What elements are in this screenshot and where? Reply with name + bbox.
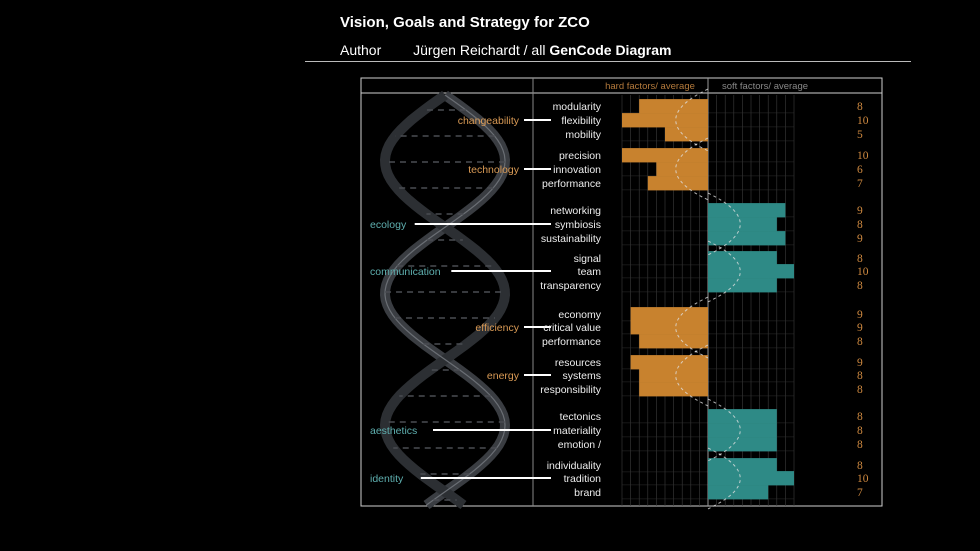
factor-score: 10	[857, 115, 869, 127]
group-label-technology: technology	[468, 164, 520, 176]
page-title: Vision, Goals and Strategy for ZCO	[340, 14, 590, 31]
factor-score: 8	[857, 384, 863, 396]
factor-label: precision	[559, 150, 601, 162]
factor-label: systems	[562, 370, 601, 382]
header-divider	[305, 61, 911, 62]
helix-strand-a-edge	[384, 94, 506, 506]
factor-label: performance	[542, 336, 601, 348]
factor-score: 9	[857, 357, 863, 369]
factor-label: team	[578, 266, 602, 278]
factor-label: sustainability	[541, 233, 602, 245]
score-bar	[630, 307, 708, 322]
factor-score: 8	[857, 460, 863, 472]
factor-score: 10	[857, 150, 869, 162]
factor-label: tectonics	[560, 411, 601, 423]
factor-score: 8	[857, 370, 863, 382]
score-bar	[639, 382, 708, 397]
score-bar	[656, 162, 708, 177]
factor-label: economy	[558, 309, 601, 321]
score-bar	[708, 409, 777, 424]
factor-label: critical value	[543, 322, 601, 334]
score-bar	[708, 203, 786, 218]
factor-label: responsibility	[540, 384, 601, 396]
group-label-communication: communication	[370, 266, 441, 278]
factor-label: brand	[574, 487, 601, 499]
score-bar	[708, 251, 777, 266]
average-curve	[707, 240, 741, 303]
factor-score: 9	[857, 233, 863, 245]
group-label-changeability: changeability	[458, 115, 520, 127]
group-label-ecology: ecology	[370, 219, 407, 231]
factor-label: materiality	[553, 425, 602, 437]
factor-label: transparency	[540, 280, 601, 292]
score-bar	[708, 217, 777, 232]
factor-score: 8	[857, 219, 863, 231]
score-bar	[708, 231, 786, 246]
factor-score: 10	[857, 473, 869, 485]
helix-strand-b	[379, 90, 511, 510]
score-bar	[639, 368, 708, 383]
score-bar	[708, 458, 777, 473]
factor-label: signal	[574, 253, 601, 265]
score-bar	[639, 99, 708, 114]
average-curve	[707, 192, 741, 256]
average-curve	[675, 344, 709, 407]
score-bar	[647, 176, 708, 191]
group-label-aesthetics: aesthetics	[370, 425, 417, 437]
score-bar	[708, 423, 777, 438]
factor-label: mobility	[565, 129, 601, 141]
score-bar	[639, 334, 708, 349]
factor-score: 7	[857, 178, 863, 190]
factor-label: tradition	[564, 473, 602, 485]
score-bar	[708, 264, 794, 279]
group-label-energy: energy	[487, 370, 520, 382]
factor-score: 6	[857, 164, 863, 176]
diagram-name: GenCode Diagram	[549, 42, 672, 58]
average-curve	[707, 447, 741, 510]
helix-strand-a	[379, 90, 511, 510]
factor-label: networking	[550, 205, 601, 217]
score-bar	[708, 437, 777, 452]
factor-label: emotion /	[558, 439, 601, 451]
score-bar	[622, 113, 708, 128]
factor-score: 8	[857, 411, 863, 423]
author-line: Author Jürgen Reichardt / all GenCode Di…	[340, 42, 671, 58]
factor-score: 9	[857, 309, 863, 321]
factor-score: 9	[857, 205, 863, 217]
factor-label: flexibility	[561, 115, 601, 127]
factor-score: 5	[857, 129, 863, 141]
factor-label: individuality	[547, 460, 602, 472]
author-name: Jürgen Reichardt / all	[413, 42, 546, 58]
factor-score: 8	[857, 425, 863, 437]
factor-score: 8	[857, 253, 863, 265]
factor-score: 8	[857, 336, 863, 348]
score-bar	[708, 471, 794, 486]
factor-label: innovation	[553, 164, 601, 176]
factor-label: performance	[542, 178, 601, 190]
score-bar	[622, 148, 708, 163]
factor-score: 9	[857, 322, 863, 334]
column-header-soft: soft factors/ average	[722, 81, 808, 92]
factor-score: 8	[857, 280, 863, 292]
factor-score: 8	[857, 439, 863, 451]
score-bar	[708, 485, 769, 500]
average-curve	[675, 137, 709, 201]
score-bar	[630, 355, 708, 370]
factor-label: symbiosis	[555, 219, 601, 231]
author-label: Author	[340, 42, 382, 58]
group-label-identity: identity	[370, 473, 404, 485]
diagram-frame	[360, 77, 883, 507]
score-bar	[708, 278, 777, 293]
factor-label: resources	[555, 357, 601, 369]
score-bar	[665, 127, 708, 142]
column-header-hard: hard factors/ average	[605, 81, 695, 92]
factor-score: 7	[857, 487, 863, 499]
factor-score: 10	[857, 266, 869, 278]
factor-label: modularity	[553, 101, 602, 113]
group-label-efficiency: efficiency	[475, 322, 519, 334]
factor-score: 8	[857, 101, 863, 113]
score-bar	[630, 320, 708, 335]
